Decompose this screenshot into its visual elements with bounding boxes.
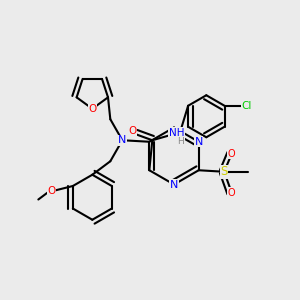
Text: O: O (88, 104, 96, 114)
Text: Cl: Cl (241, 101, 252, 111)
Text: N: N (170, 179, 178, 190)
Text: O: O (228, 149, 236, 159)
Text: O: O (228, 188, 236, 198)
Text: N: N (194, 137, 203, 147)
Text: N: N (118, 135, 127, 145)
Text: NH: NH (169, 128, 184, 138)
Text: O: O (48, 185, 56, 196)
Text: O: O (129, 126, 137, 136)
Text: S: S (220, 165, 228, 178)
Text: H: H (177, 137, 184, 146)
